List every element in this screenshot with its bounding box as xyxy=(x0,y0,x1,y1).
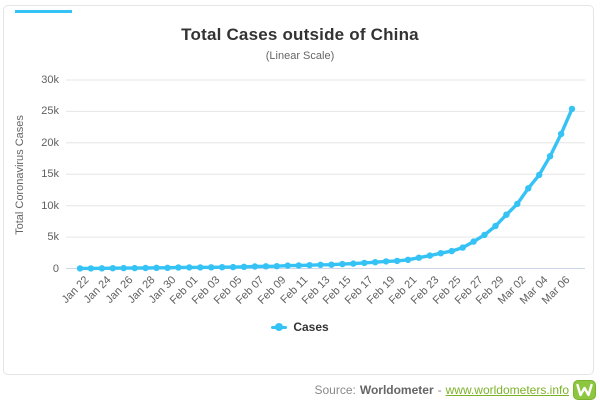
data-point[interactable] xyxy=(218,264,226,271)
legend-item-cases[interactable]: Cases xyxy=(0,320,600,334)
cases-line[interactable] xyxy=(78,107,574,271)
data-point[interactable] xyxy=(142,264,149,272)
chart-subtitle: (Linear Scale) xyxy=(265,50,335,62)
data-point[interactable] xyxy=(470,238,477,245)
legend-dot-icon xyxy=(275,323,284,331)
data-point[interactable] xyxy=(109,265,117,272)
source-label: Source: xyxy=(314,383,356,397)
data-point[interactable] xyxy=(448,247,455,255)
data-point[interactable] xyxy=(98,265,106,272)
data-point[interactable] xyxy=(514,200,521,208)
data-point[interactable] xyxy=(557,130,565,138)
data-point[interactable] xyxy=(361,259,368,267)
accent-loading-bar xyxy=(15,10,72,13)
legend-line-icon xyxy=(271,323,288,331)
data-point[interactable] xyxy=(350,260,357,267)
data-point[interactable] xyxy=(153,264,160,271)
legend-label: Cases xyxy=(293,320,329,334)
data-point[interactable] xyxy=(306,262,313,269)
data-point[interactable] xyxy=(229,263,237,271)
worldometer-logo-icon[interactable] xyxy=(573,380,596,400)
data-point[interactable] xyxy=(426,252,434,259)
data-point[interactable] xyxy=(525,185,532,192)
data-point[interactable] xyxy=(317,261,324,268)
y-axis-label: 20k xyxy=(41,137,59,149)
y-axis-label: 25k xyxy=(41,105,59,117)
data-point[interactable] xyxy=(131,264,138,272)
y-axis-label: 0 xyxy=(52,263,59,275)
data-point[interactable] xyxy=(186,264,193,271)
data-point[interactable] xyxy=(164,264,171,271)
worldometers-link[interactable]: www.worldometers.info xyxy=(445,383,569,397)
data-point[interactable] xyxy=(503,211,510,218)
source-footer: Source: Worldometer - www.worldometers.i… xyxy=(314,380,596,400)
y-axis-label: 30k xyxy=(41,74,59,86)
data-point[interactable] xyxy=(339,260,346,268)
source-separator: - xyxy=(437,383,442,397)
data-point[interactable] xyxy=(372,259,379,266)
source-name: Worldometer xyxy=(359,383,434,397)
data-point[interactable] xyxy=(536,171,543,179)
data-point[interactable] xyxy=(284,262,291,269)
data-point[interactable] xyxy=(240,263,248,270)
data-point[interactable] xyxy=(492,222,499,230)
data-point[interactable] xyxy=(437,250,444,257)
data-point[interactable] xyxy=(208,264,215,271)
data-point[interactable] xyxy=(481,231,488,239)
data-point[interactable] xyxy=(404,256,412,263)
data-point[interactable] xyxy=(295,262,302,269)
data-point[interactable] xyxy=(546,153,554,160)
data-point[interactable] xyxy=(415,254,423,261)
data-point[interactable] xyxy=(87,265,95,272)
data-point[interactable] xyxy=(262,263,270,270)
line-chart-plot[interactable] xyxy=(0,0,600,360)
data-point[interactable] xyxy=(120,264,127,272)
y-axis-label: 15k xyxy=(41,168,59,180)
data-point[interactable] xyxy=(197,264,204,271)
data-point[interactable] xyxy=(568,105,576,113)
data-point[interactable] xyxy=(76,265,84,272)
y-axis-label: 5k xyxy=(47,231,59,243)
data-point[interactable] xyxy=(273,263,280,270)
data-point[interactable] xyxy=(459,244,466,251)
data-point[interactable] xyxy=(251,263,259,270)
chart-title: Total Cases outside of China xyxy=(181,25,419,44)
data-point[interactable] xyxy=(382,258,390,265)
data-point[interactable] xyxy=(328,261,335,268)
data-point[interactable] xyxy=(393,257,401,265)
y-axis-label: 10k xyxy=(41,200,59,212)
data-point[interactable] xyxy=(175,264,182,271)
chart-card xyxy=(3,5,594,375)
